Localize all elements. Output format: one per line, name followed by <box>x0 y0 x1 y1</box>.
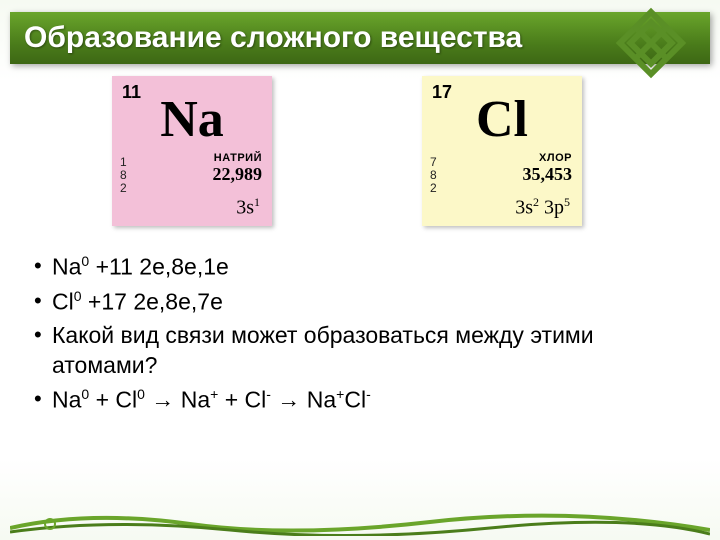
shell-value: 2 <box>430 182 437 195</box>
element-symbol: Na <box>112 90 272 149</box>
element-card-na: 11 Na НАТРИЙ 22,989 1 8 2 3s1 <box>112 76 272 226</box>
bullet-text: +11 2е,8е,1е <box>89 254 229 280</box>
bullet-item: Cl0 +17 2е,8е,7е <box>28 287 692 318</box>
atomic-mass: 22,989 <box>112 164 262 185</box>
chem-el: Cl <box>115 387 137 413</box>
knot-logo-icon <box>614 6 688 80</box>
title-bar: Образование сложного вещества <box>10 12 710 64</box>
bullet-list: Na0 +11 2е,8е,1е Cl0 +17 2е,8е,7е Какой … <box>28 252 692 419</box>
electron-config: 3s1 <box>112 195 260 220</box>
element-cards-row: 11 Na НАТРИЙ 22,989 1 8 2 3s1 17 Cl ХЛОР… <box>0 76 720 226</box>
slide: Образование сложного вещества 11 Na НАТР… <box>0 0 720 540</box>
footer-swirl-icon <box>10 510 710 536</box>
slide-title: Образование сложного вещества <box>10 21 522 55</box>
chem-el: Na <box>181 387 210 413</box>
element-name: ХЛОР <box>422 152 572 164</box>
econf-base: 3s <box>515 197 533 219</box>
op-arrow: → <box>145 387 181 413</box>
econf-base: 3s <box>236 197 254 219</box>
bullet-text: +17 2е,8е,7е <box>82 288 223 314</box>
econf-sup: 5 <box>564 195 570 209</box>
electron-shells: 7 8 2 <box>430 156 437 196</box>
bullet-item: Na0 +11 2е,8е,1е <box>28 252 692 283</box>
econf-base: 3p <box>539 197 564 219</box>
chem-el: Na <box>307 387 336 413</box>
op-plus: + <box>89 387 115 413</box>
chem-sup: 0 <box>137 386 145 402</box>
bullet-item: Na0 + Cl0 → Na+ + Cl- → Na+Cl- <box>28 385 692 416</box>
op-arrow: → <box>271 387 307 413</box>
bullet-text: Какой вид связи может образоваться между… <box>52 322 594 378</box>
bullet-item: Какой вид связи может образоваться между… <box>28 321 692 381</box>
chem-sup: - <box>366 386 371 402</box>
chem-el: Cl <box>344 387 366 413</box>
chem-el: Cl <box>245 387 267 413</box>
element-card-cl: 17 Cl ХЛОР 35,453 7 8 2 3s2 3p5 <box>422 76 582 226</box>
op-plus: + <box>218 387 244 413</box>
chem-el: Cl <box>52 288 74 314</box>
shell-value: 2 <box>120 182 127 195</box>
chem-sup: 0 <box>74 288 82 304</box>
electron-shells: 1 8 2 <box>120 156 127 196</box>
element-name: НАТРИЙ <box>112 152 262 164</box>
atomic-mass: 35,453 <box>422 164 572 185</box>
econf-sup: 1 <box>254 195 260 209</box>
chem-el: Na <box>52 254 81 280</box>
electron-config: 3s2 3p5 <box>422 195 570 220</box>
element-symbol: Cl <box>422 90 582 149</box>
chem-el: Na <box>52 387 81 413</box>
